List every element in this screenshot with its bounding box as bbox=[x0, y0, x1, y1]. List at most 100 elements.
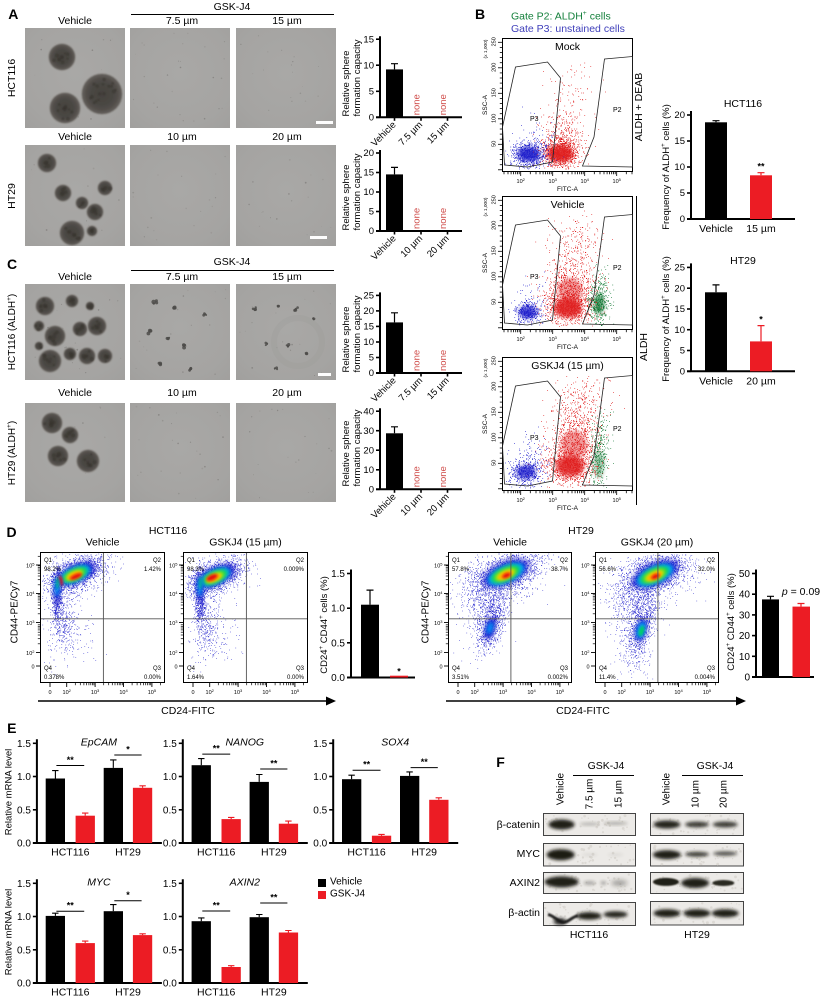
svg-text:104: 104 bbox=[580, 496, 589, 504]
svg-text:Mock: Mock bbox=[554, 41, 580, 53]
svg-text:40: 40 bbox=[363, 406, 374, 417]
svg-text:102: 102 bbox=[63, 688, 72, 696]
svg-text:103: 103 bbox=[26, 619, 35, 627]
svg-text:103: 103 bbox=[548, 177, 557, 185]
svg-text:none: none bbox=[412, 208, 423, 229]
svg-text:**: ** bbox=[67, 755, 75, 765]
svg-text:HCT116: HCT116 bbox=[197, 987, 235, 998]
svg-text:50: 50 bbox=[491, 141, 497, 147]
svg-text:105: 105 bbox=[556, 688, 565, 696]
svg-text:*: * bbox=[759, 315, 763, 325]
svg-text:15 µm: 15 µm bbox=[746, 223, 776, 235]
svg-text:HT29: HT29 bbox=[730, 255, 756, 267]
svg-text:10: 10 bbox=[674, 325, 685, 336]
svg-text:0.0: 0.0 bbox=[331, 673, 345, 684]
svg-text:102: 102 bbox=[516, 177, 525, 185]
svg-text:GSKJ4 (15 µm): GSKJ4 (15 µm) bbox=[531, 360, 604, 372]
svg-text:105: 105 bbox=[291, 688, 300, 696]
svg-text:Vehicle: Vehicle bbox=[493, 537, 527, 549]
svg-text:10: 10 bbox=[363, 187, 374, 198]
svg-text:1.0: 1.0 bbox=[163, 772, 177, 783]
svg-text:11.4%: 11.4% bbox=[599, 675, 616, 681]
svg-text:104: 104 bbox=[169, 590, 178, 598]
svg-text:30: 30 bbox=[363, 426, 374, 437]
svg-text:200: 200 bbox=[491, 382, 497, 391]
svg-text:0: 0 bbox=[31, 665, 34, 671]
svg-text:Q3: Q3 bbox=[153, 666, 162, 672]
svg-text:Q4: Q4 bbox=[599, 666, 608, 672]
svg-text:Q4: Q4 bbox=[452, 666, 461, 672]
svg-text:20: 20 bbox=[674, 110, 685, 121]
svg-text:105: 105 bbox=[612, 177, 621, 185]
svg-text:100: 100 bbox=[491, 114, 497, 123]
svg-text:SSC-A: SSC-A bbox=[482, 252, 489, 273]
svg-text:1.5: 1.5 bbox=[331, 569, 345, 580]
svg-text:0: 0 bbox=[680, 214, 685, 225]
svg-text:5: 5 bbox=[680, 188, 685, 199]
svg-text:NANOG: NANOG bbox=[226, 736, 265, 748]
svg-text:250: 250 bbox=[491, 356, 497, 365]
svg-text:0: 0 bbox=[369, 226, 374, 237]
svg-text:0.0: 0.0 bbox=[313, 839, 327, 850]
svg-text:0.009%: 0.009% bbox=[284, 567, 305, 573]
svg-text:*: * bbox=[126, 890, 130, 900]
svg-text:0.5: 0.5 bbox=[313, 805, 327, 816]
svg-text:SOX4: SOX4 bbox=[381, 736, 409, 748]
svg-text:0: 0 bbox=[439, 665, 442, 671]
svg-text:103: 103 bbox=[646, 688, 655, 696]
svg-text:98.3%: 98.3% bbox=[187, 567, 205, 573]
svg-text:10: 10 bbox=[739, 652, 751, 663]
svg-text:25: 25 bbox=[674, 263, 685, 274]
svg-text:15: 15 bbox=[674, 136, 685, 147]
svg-text:none: none bbox=[412, 350, 423, 371]
svg-text:10: 10 bbox=[674, 162, 685, 173]
svg-text:AXIN2: AXIN2 bbox=[229, 876, 261, 888]
svg-text:15: 15 bbox=[363, 168, 374, 179]
svg-text:10: 10 bbox=[363, 60, 374, 71]
svg-text:25: 25 bbox=[363, 291, 374, 302]
svg-text:none: none bbox=[438, 208, 449, 229]
svg-text:**: ** bbox=[270, 759, 278, 769]
svg-text:103: 103 bbox=[169, 619, 178, 627]
svg-text:20 µm: 20 µm bbox=[746, 375, 776, 387]
svg-text:5: 5 bbox=[369, 87, 374, 98]
svg-text:Q1: Q1 bbox=[187, 558, 196, 564]
svg-text:1.5: 1.5 bbox=[163, 879, 177, 890]
svg-text:P2: P2 bbox=[613, 265, 622, 272]
svg-text:0.0: 0.0 bbox=[163, 979, 177, 990]
svg-text:40: 40 bbox=[739, 590, 751, 601]
svg-text:HCT116: HCT116 bbox=[51, 987, 89, 998]
svg-text:(x 1,000): (x 1,000) bbox=[483, 197, 489, 216]
svg-text:(x 1,000): (x 1,000) bbox=[483, 358, 489, 377]
svg-text:15: 15 bbox=[363, 34, 374, 45]
svg-text:none: none bbox=[412, 94, 423, 115]
svg-text:102: 102 bbox=[434, 649, 443, 657]
svg-text:105: 105 bbox=[703, 688, 712, 696]
svg-text:103: 103 bbox=[234, 688, 243, 696]
svg-text:1.5: 1.5 bbox=[17, 879, 31, 890]
svg-text:**: ** bbox=[421, 757, 429, 767]
svg-text:200: 200 bbox=[491, 221, 497, 230]
svg-text:HT29: HT29 bbox=[115, 987, 141, 998]
svg-text:**: ** bbox=[213, 901, 221, 911]
svg-text:HT29: HT29 bbox=[261, 987, 287, 998]
svg-text:102: 102 bbox=[516, 335, 525, 343]
svg-text:0: 0 bbox=[191, 690, 194, 696]
svg-text:0.00%: 0.00% bbox=[144, 675, 162, 681]
svg-text:105: 105 bbox=[434, 562, 443, 570]
svg-text:Q2: Q2 bbox=[153, 558, 162, 564]
svg-text:104: 104 bbox=[580, 335, 589, 343]
svg-text:0.5: 0.5 bbox=[17, 945, 31, 956]
svg-text:0.5: 0.5 bbox=[331, 638, 345, 649]
svg-text:103: 103 bbox=[434, 619, 443, 627]
svg-text:0.0: 0.0 bbox=[17, 979, 31, 990]
svg-text:Vehicle: Vehicle bbox=[86, 537, 120, 549]
svg-text:0: 0 bbox=[369, 368, 374, 379]
svg-text:0.0: 0.0 bbox=[163, 839, 177, 850]
svg-text:20 µm: 20 µm bbox=[425, 492, 452, 519]
svg-text:50: 50 bbox=[491, 299, 497, 305]
svg-text:20: 20 bbox=[739, 631, 751, 642]
svg-text:1.5: 1.5 bbox=[313, 739, 327, 750]
svg-text:10 µm: 10 µm bbox=[399, 492, 426, 519]
svg-text:30: 30 bbox=[739, 610, 751, 621]
